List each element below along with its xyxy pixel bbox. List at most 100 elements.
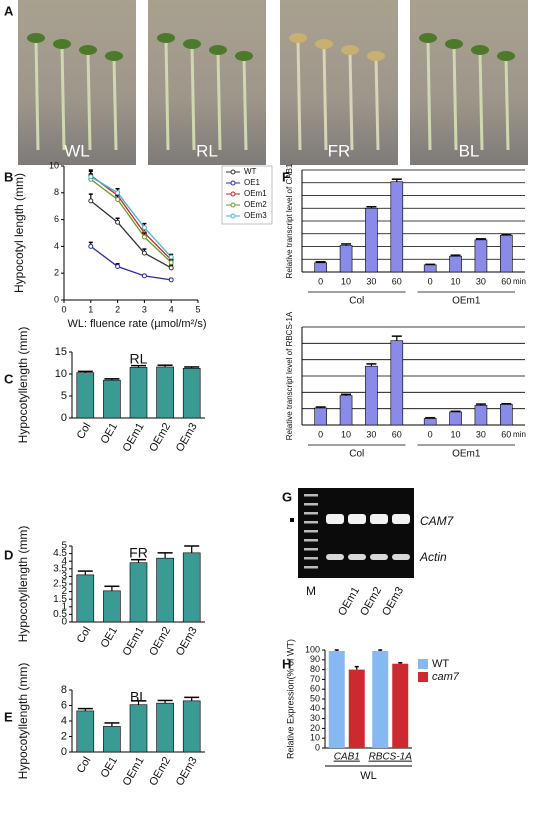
gel-band-label: Actin bbox=[419, 550, 447, 564]
cam7-band bbox=[370, 514, 388, 524]
bar bbox=[372, 650, 389, 748]
data-point bbox=[141, 250, 147, 256]
cotyledon bbox=[235, 51, 253, 61]
y-tick-label: 70 bbox=[310, 674, 320, 684]
cotyledon bbox=[289, 33, 307, 43]
group-label: OEm1 bbox=[452, 449, 481, 460]
bar bbox=[314, 262, 327, 273]
y-tick-label: 6 bbox=[61, 699, 67, 711]
cotyledon bbox=[341, 45, 359, 55]
seedling-stem bbox=[426, 39, 432, 151]
x-tick-label: OEm1 bbox=[121, 625, 147, 658]
legend-marker bbox=[230, 191, 236, 197]
actin-band bbox=[370, 554, 388, 560]
lane-label: M bbox=[306, 584, 316, 598]
cam7-band bbox=[348, 514, 366, 524]
x-unit: min bbox=[513, 430, 526, 439]
legend-swatch bbox=[418, 659, 428, 669]
x-tick-label: 60 bbox=[392, 429, 402, 439]
bar bbox=[129, 367, 148, 419]
ladder-band bbox=[304, 521, 318, 524]
panel-label: E bbox=[4, 709, 13, 724]
cotyledon bbox=[315, 39, 333, 49]
bar bbox=[129, 562, 148, 623]
y-tick-label: 0.5 bbox=[53, 609, 67, 620]
x-tick-label: Col bbox=[75, 421, 94, 441]
legend-marker bbox=[230, 169, 236, 175]
panel-label: G bbox=[282, 489, 292, 504]
panel-label: H bbox=[282, 656, 291, 671]
y-tick-label: 40 bbox=[310, 703, 320, 713]
ladder-band bbox=[304, 539, 318, 542]
bar bbox=[500, 234, 513, 273]
bar bbox=[339, 395, 353, 426]
actin-band bbox=[348, 554, 366, 560]
cotyledon bbox=[209, 45, 227, 55]
bar bbox=[314, 407, 327, 426]
data-point bbox=[115, 197, 121, 202]
bar bbox=[182, 367, 201, 419]
x-tick-label: 30 bbox=[476, 429, 486, 439]
photo-label: RL bbox=[196, 141, 218, 160]
y-tick-label: 10 bbox=[55, 368, 67, 380]
bar bbox=[392, 663, 409, 748]
seedling-stem bbox=[112, 57, 118, 151]
group-label: Col bbox=[349, 296, 364, 307]
data-point bbox=[141, 273, 147, 279]
x-tick-label: 0 bbox=[428, 429, 433, 439]
y-tick-label: 3 bbox=[61, 571, 67, 582]
seedling-stem bbox=[452, 45, 458, 151]
y-tick-label: 10 bbox=[49, 160, 59, 170]
bar bbox=[76, 372, 95, 419]
bar bbox=[423, 418, 437, 426]
data-point bbox=[141, 225, 147, 231]
seedling-stem bbox=[86, 51, 92, 151]
bar bbox=[156, 366, 174, 419]
x-tick-label: 0 bbox=[318, 276, 323, 286]
seedling-stem bbox=[242, 57, 248, 151]
y-tick-label: 4 bbox=[61, 556, 67, 567]
legend-label: OE1 bbox=[244, 178, 261, 187]
actin-band bbox=[392, 554, 410, 560]
y-tick-label: 20 bbox=[310, 723, 320, 733]
x-tick-label: 30 bbox=[366, 429, 376, 439]
y-tick-label: 5 bbox=[61, 390, 67, 402]
bar bbox=[348, 669, 365, 748]
bar bbox=[76, 710, 95, 753]
x-tick-label: 10 bbox=[341, 429, 351, 439]
y-tick-label: 1 bbox=[61, 601, 67, 612]
bar bbox=[365, 365, 378, 426]
bar bbox=[103, 590, 121, 623]
x-tick-label: 0 bbox=[61, 304, 66, 314]
gel-image bbox=[298, 488, 414, 578]
x-tick-label: 30 bbox=[476, 276, 486, 286]
x-tick-label: OE1 bbox=[99, 625, 120, 650]
x-tick-label: Col bbox=[75, 755, 94, 775]
series-line bbox=[90, 176, 172, 258]
bar bbox=[156, 702, 174, 753]
y-tick-label: 0 bbox=[54, 294, 59, 304]
ladder-band bbox=[304, 566, 318, 569]
y-tick-label: 5 bbox=[61, 541, 67, 552]
y-tick-label: 80 bbox=[310, 664, 320, 674]
y-tick-label: 3.5 bbox=[53, 563, 67, 574]
bar bbox=[449, 255, 462, 273]
bar bbox=[474, 239, 488, 273]
bar bbox=[339, 245, 353, 273]
cotyledon bbox=[471, 45, 489, 55]
gel-band-label: CAM7 bbox=[420, 514, 455, 528]
y-tick-label: 50 bbox=[310, 693, 320, 703]
cotyledon bbox=[419, 33, 437, 43]
seedling-stem bbox=[504, 57, 510, 151]
bar bbox=[76, 574, 95, 623]
data-point bbox=[168, 277, 174, 283]
actin-band bbox=[326, 554, 344, 560]
bar bbox=[182, 552, 201, 623]
bar bbox=[390, 181, 404, 273]
bar bbox=[500, 404, 513, 426]
ladder-band bbox=[304, 494, 318, 497]
bar bbox=[390, 340, 404, 426]
y-tick-label: 4 bbox=[61, 715, 67, 727]
cotyledon bbox=[27, 33, 45, 43]
